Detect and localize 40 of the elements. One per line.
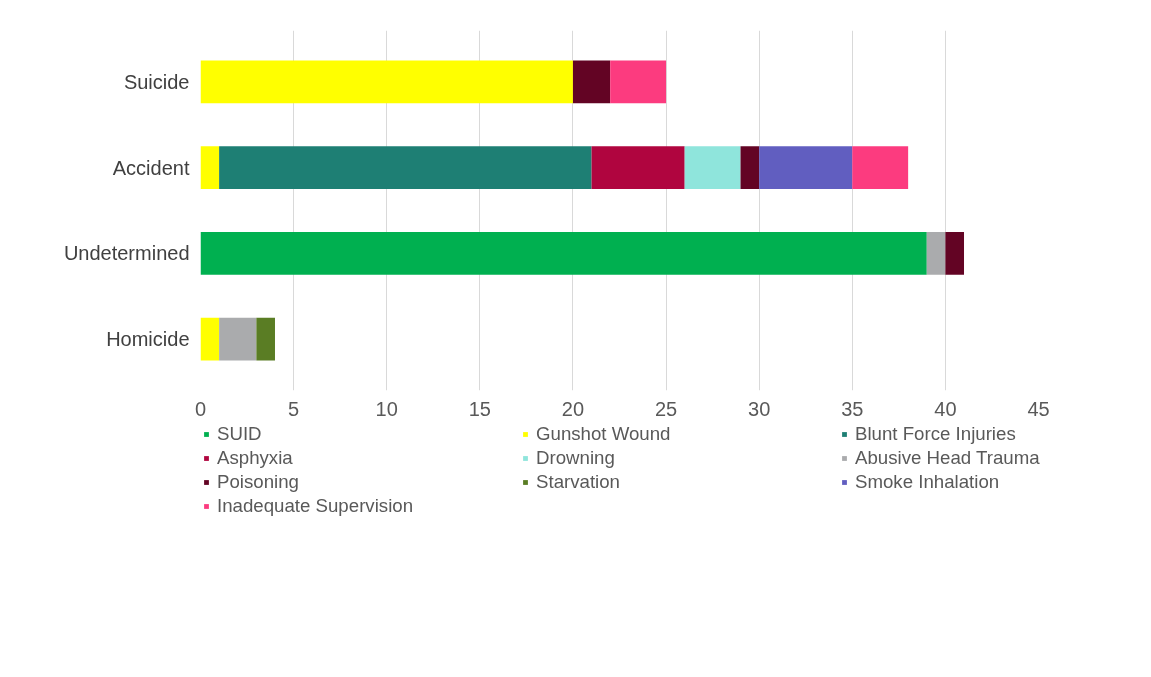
x-tick-label: 45 <box>1027 397 1050 420</box>
bar <box>219 317 257 361</box>
x-tick-label: 20 <box>561 397 585 420</box>
bar <box>945 231 965 275</box>
bar <box>926 231 946 275</box>
x-tick-label: 35 <box>841 397 864 420</box>
bar <box>572 60 611 104</box>
legend-label: Gunshot Wound <box>536 423 672 445</box>
bar <box>759 146 853 190</box>
x-tick-label: 5 <box>288 397 300 420</box>
legend-label: Abusive Head Trauma <box>855 447 1041 469</box>
y-tick-label: Undetermined <box>63 242 190 265</box>
x-tick-label: 30 <box>748 397 771 420</box>
x-tick-label: 15 <box>468 397 491 420</box>
x-tick-label: 0 <box>194 397 207 420</box>
x-tick-label: 10 <box>375 397 398 420</box>
x-tick-label: 25 <box>654 397 678 420</box>
legend-label: Inadequate Supervision <box>217 495 415 517</box>
bar <box>200 231 927 275</box>
legend-label: Blunt Force Injuries <box>855 423 1017 445</box>
legend-label: Asphyxia <box>217 447 294 469</box>
legend-label: Smoke Inhalation <box>855 471 1001 493</box>
bar <box>200 317 220 361</box>
legend-label: Poisoning <box>217 471 300 493</box>
legend-label: SUID <box>217 423 263 445</box>
legend-label: Starvation <box>536 471 621 493</box>
y-tick-label: Suicide <box>123 70 190 93</box>
bar <box>684 146 741 190</box>
legend-label: Drowning <box>536 447 616 469</box>
bar <box>200 60 573 104</box>
bar <box>200 146 220 190</box>
bar <box>591 146 685 190</box>
bar <box>256 317 275 361</box>
x-tick-label: 40 <box>934 397 957 420</box>
bar <box>740 146 760 190</box>
y-tick-label: Homicide <box>106 328 190 351</box>
bar <box>852 146 909 190</box>
y-tick-label: Accident <box>112 156 190 179</box>
bar <box>610 60 667 104</box>
bar <box>219 146 592 190</box>
